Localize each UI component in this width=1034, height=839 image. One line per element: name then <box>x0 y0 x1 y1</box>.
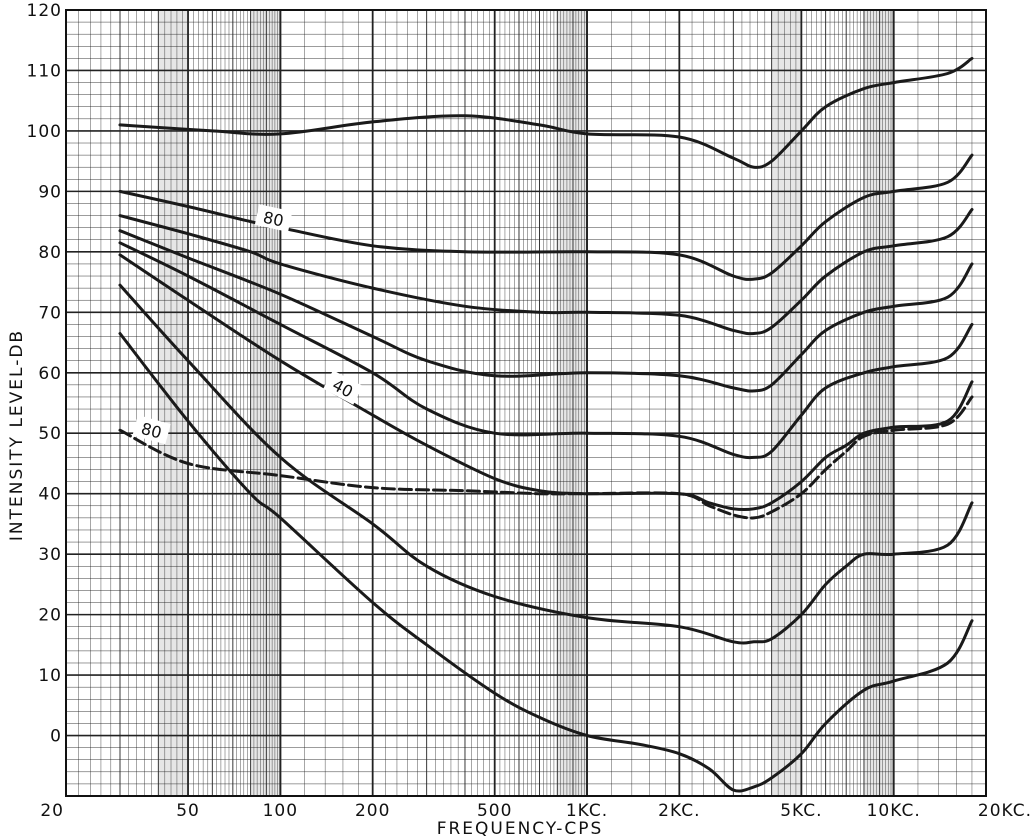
grid-band <box>250 10 281 796</box>
grid-band <box>557 10 588 796</box>
y-tick-label: 100 <box>27 122 62 142</box>
y-tick-label: 80 <box>38 243 62 263</box>
dashed-contour-line-9 <box>118 395 974 520</box>
x-tick-label: 10KC. <box>867 801 921 821</box>
contour-line-5 <box>118 241 974 460</box>
contour-line-4 <box>118 229 974 393</box>
minor-grid <box>66 10 986 796</box>
y-tick-label: 20 <box>38 606 62 626</box>
y-tick-label: 40 <box>38 485 62 505</box>
curve-label-group: 80 <box>254 204 293 232</box>
curve-label-group: 80 <box>132 415 171 445</box>
curve-label: 80 <box>139 419 164 443</box>
contour-line-2 <box>118 153 974 281</box>
x-tick-labels: 20 50 100 200 500 1KC. 2KC. 5KC. 10KC. 20KC. <box>40 801 1032 821</box>
contour-line-8 <box>118 332 974 793</box>
grid-band <box>771 10 802 796</box>
x-tick-label: 200 <box>355 801 390 821</box>
grid-band <box>863 10 894 796</box>
curve-label-bg <box>254 204 293 232</box>
x-tick-label: 20KC. <box>978 801 1032 821</box>
y-tick-label: 60 <box>38 364 62 384</box>
y-tick-label: 120 <box>27 1 62 21</box>
y-tick-label: 110 <box>27 61 62 81</box>
contour-line-3 <box>118 208 974 336</box>
x-tick-label: 2KC. <box>658 801 700 821</box>
curve-label-bg <box>323 370 364 405</box>
x-tick-label: 100 <box>263 801 298 821</box>
y-tick-label: 30 <box>38 545 62 565</box>
x-tick-label: 50 <box>176 801 200 821</box>
y-tick-label: 10 <box>38 666 62 686</box>
y-tick-label: 50 <box>38 424 62 444</box>
y-tick-labels: 0 10 20 30 40 50 60 70 80 90 100 110 120 <box>27 1 62 747</box>
x-axis-label: FREQUENCY-CPS <box>437 819 604 839</box>
y-tick-label: 70 <box>38 303 62 323</box>
y-tick-label: 90 <box>38 182 62 202</box>
x-tick-label: 5KC. <box>780 801 822 821</box>
major-grid <box>65 9 987 797</box>
x-tick-label: 1KC. <box>566 801 608 821</box>
curve-label: 80 <box>261 208 285 231</box>
y-axis-label: INTENSITY LEVEL-DB <box>7 329 27 541</box>
contour-line-1 <box>118 56 974 169</box>
x-tick-label: 500 <box>477 801 512 821</box>
grid-shading <box>158 10 894 796</box>
plot-frame <box>65 9 987 797</box>
series-layer <box>118 56 974 793</box>
curve-label-bg <box>132 415 171 445</box>
y-tick-label: 0 <box>50 727 62 747</box>
x-tick-label: 20 <box>40 801 64 821</box>
